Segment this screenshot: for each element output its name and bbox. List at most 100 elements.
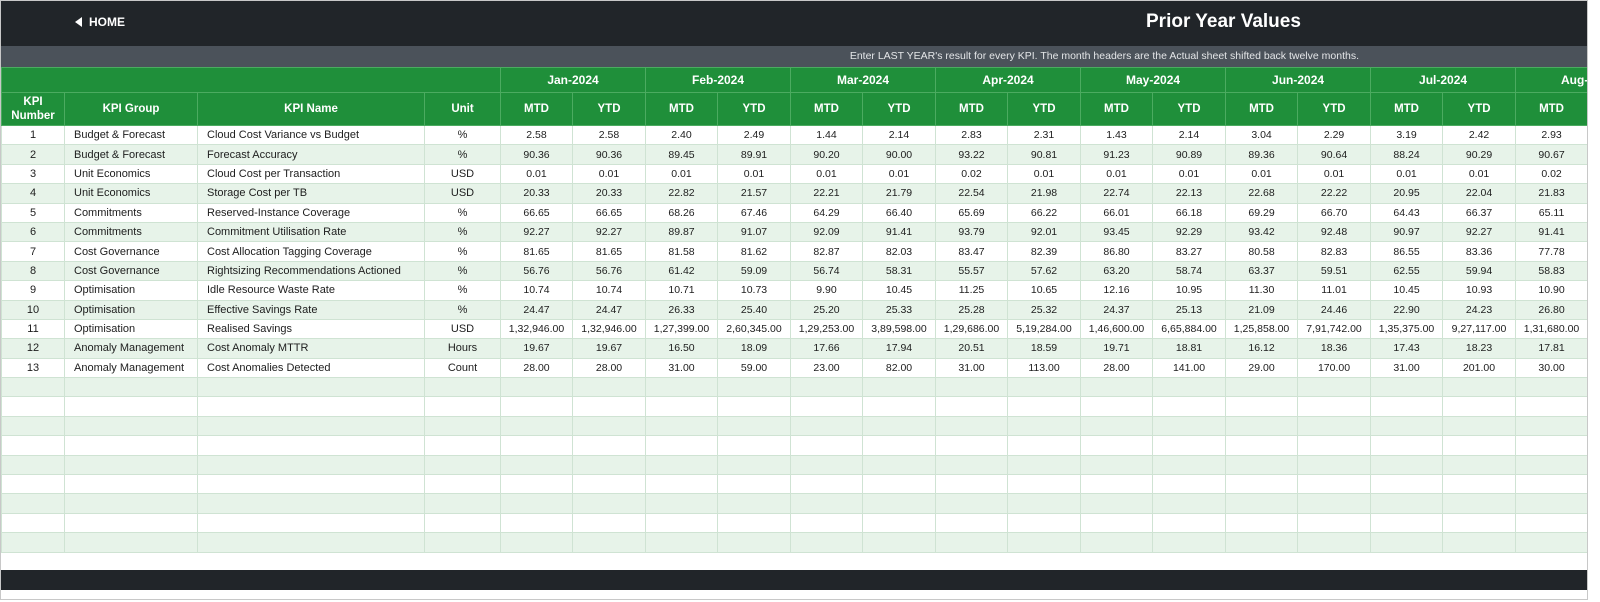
value-cell[interactable]: 22.13 bbox=[1152, 183, 1227, 204]
value-cell[interactable]: 30.00 bbox=[1515, 357, 1587, 379]
kpi-group-cell[interactable]: Budget & Forecast bbox=[64, 144, 198, 165]
empty-cell[interactable] bbox=[424, 415, 501, 437]
value-cell[interactable]: 2.14 bbox=[1152, 124, 1227, 146]
empty-cell[interactable] bbox=[1297, 474, 1372, 495]
value-cell[interactable]: 1,32,946.00 bbox=[500, 318, 573, 340]
value-cell[interactable]: 17.66 bbox=[790, 338, 863, 359]
empty-cell[interactable] bbox=[572, 396, 646, 417]
value-cell[interactable]: 66.18 bbox=[1152, 202, 1227, 223]
unit-cell[interactable]: % bbox=[424, 260, 501, 282]
value-cell[interactable]: 58.83 bbox=[1515, 260, 1587, 282]
value-cell[interactable]: 10.93 bbox=[1442, 280, 1517, 301]
value-cell[interactable]: 59.09 bbox=[717, 260, 791, 282]
empty-cell[interactable] bbox=[500, 532, 573, 553]
kpi-number-cell[interactable]: 8 bbox=[1, 260, 65, 282]
empty-cell[interactable] bbox=[197, 474, 425, 495]
value-cell[interactable]: 81.62 bbox=[717, 241, 791, 262]
empty-cell[interactable] bbox=[717, 435, 791, 456]
empty-cell[interactable] bbox=[645, 377, 718, 398]
empty-cell[interactable] bbox=[1006, 435, 1082, 456]
kpi-name-cell[interactable]: Cost Anomalies Detected bbox=[197, 357, 425, 379]
unit-cell[interactable]: % bbox=[424, 299, 501, 320]
value-cell[interactable]: 0.02 bbox=[1515, 163, 1587, 185]
value-cell[interactable]: 11.25 bbox=[935, 280, 1008, 301]
value-cell[interactable]: 58.74 bbox=[1152, 260, 1227, 282]
empty-cell[interactable] bbox=[862, 396, 936, 417]
value-cell[interactable]: 67.46 bbox=[717, 202, 791, 223]
kpi-group-cell[interactable]: Unit Economics bbox=[64, 183, 198, 204]
empty-cell[interactable] bbox=[1, 493, 65, 514]
value-cell[interactable]: 65.69 bbox=[935, 202, 1008, 223]
value-cell[interactable]: 25.13 bbox=[1152, 299, 1227, 320]
empty-cell[interactable] bbox=[862, 415, 936, 437]
unit-cell[interactable]: % bbox=[424, 124, 501, 146]
value-cell[interactable]: 86.55 bbox=[1370, 241, 1444, 262]
value-cell[interactable]: 92.27 bbox=[572, 221, 646, 243]
kpi-number-cell[interactable]: 11 bbox=[1, 318, 65, 340]
empty-cell[interactable] bbox=[862, 435, 936, 456]
empty-cell[interactable] bbox=[790, 532, 863, 553]
empty-cell[interactable] bbox=[572, 532, 646, 553]
empty-cell[interactable] bbox=[645, 532, 718, 553]
empty-cell[interactable] bbox=[935, 512, 1008, 534]
value-cell[interactable]: 1,32,946.00 bbox=[572, 318, 646, 340]
value-cell[interactable]: 22.90 bbox=[1370, 299, 1444, 320]
kpi-name-cell[interactable]: Effective Savings Rate bbox=[197, 299, 425, 320]
empty-cell[interactable] bbox=[1442, 435, 1517, 456]
value-cell[interactable]: 17.81 bbox=[1515, 338, 1587, 359]
kpi-number-cell[interactable]: 4 bbox=[1, 183, 65, 204]
empty-cell[interactable] bbox=[645, 512, 718, 534]
value-cell[interactable]: 29.00 bbox=[1225, 357, 1299, 379]
value-cell[interactable]: 7,91,742.00 bbox=[1297, 318, 1372, 340]
empty-cell[interactable] bbox=[424, 532, 501, 553]
value-cell[interactable]: 26.33 bbox=[645, 299, 718, 320]
value-cell[interactable]: 1,29,253.00 bbox=[790, 318, 863, 340]
value-cell[interactable]: 2.83 bbox=[935, 124, 1008, 146]
value-cell[interactable]: 25.33 bbox=[862, 299, 936, 320]
empty-cell[interactable] bbox=[197, 377, 425, 398]
value-cell[interactable]: 6,65,884.00 bbox=[1152, 318, 1227, 340]
value-cell[interactable]: 90.36 bbox=[500, 144, 573, 165]
kpi-number-cell[interactable]: 1 bbox=[1, 124, 65, 146]
kpi-number-cell[interactable]: 3 bbox=[1, 163, 65, 185]
value-cell[interactable]: 62.55 bbox=[1370, 260, 1444, 282]
empty-cell[interactable] bbox=[1006, 512, 1082, 534]
empty-cell[interactable] bbox=[197, 493, 425, 514]
empty-cell[interactable] bbox=[1152, 493, 1227, 514]
value-cell[interactable]: 0.01 bbox=[1442, 163, 1517, 185]
value-cell[interactable]: 22.54 bbox=[935, 183, 1008, 204]
value-cell[interactable]: 28.00 bbox=[572, 357, 646, 379]
empty-cell[interactable] bbox=[1152, 396, 1227, 417]
value-cell[interactable]: 92.01 bbox=[1006, 221, 1082, 243]
value-cell[interactable]: 90.36 bbox=[572, 144, 646, 165]
value-cell[interactable]: 2.40 bbox=[645, 124, 718, 146]
value-cell[interactable]: 24.47 bbox=[500, 299, 573, 320]
empty-cell[interactable] bbox=[1006, 377, 1082, 398]
value-cell[interactable]: 0.01 bbox=[500, 163, 573, 185]
empty-cell[interactable] bbox=[1080, 493, 1154, 514]
value-cell[interactable]: 19.71 bbox=[1080, 338, 1154, 359]
value-cell[interactable]: 18.81 bbox=[1152, 338, 1227, 359]
value-cell[interactable]: 10.74 bbox=[500, 280, 573, 301]
value-cell[interactable]: 22.82 bbox=[645, 183, 718, 204]
value-cell[interactable]: 26.80 bbox=[1515, 299, 1587, 320]
empty-cell[interactable] bbox=[717, 493, 791, 514]
empty-cell[interactable] bbox=[64, 532, 198, 553]
empty-cell[interactable] bbox=[790, 493, 863, 514]
value-cell[interactable]: 21.98 bbox=[1006, 183, 1082, 204]
empty-cell[interactable] bbox=[717, 415, 791, 437]
empty-cell[interactable] bbox=[1080, 474, 1154, 495]
value-cell[interactable]: 22.74 bbox=[1080, 183, 1154, 204]
empty-cell[interactable] bbox=[1080, 396, 1154, 417]
kpi-group-cell[interactable]: Cost Governance bbox=[64, 260, 198, 282]
value-cell[interactable]: 18.36 bbox=[1297, 338, 1372, 359]
value-cell[interactable]: 0.01 bbox=[862, 163, 936, 185]
value-cell[interactable]: 1,46,600.00 bbox=[1080, 318, 1154, 340]
value-cell[interactable]: 21.79 bbox=[862, 183, 936, 204]
empty-cell[interactable] bbox=[790, 415, 863, 437]
empty-cell[interactable] bbox=[1370, 377, 1444, 398]
value-cell[interactable]: 91.07 bbox=[717, 221, 791, 243]
value-cell[interactable]: 89.36 bbox=[1225, 144, 1299, 165]
home-button[interactable]: HOME bbox=[75, 15, 125, 29]
value-cell[interactable]: 0.01 bbox=[1297, 163, 1372, 185]
